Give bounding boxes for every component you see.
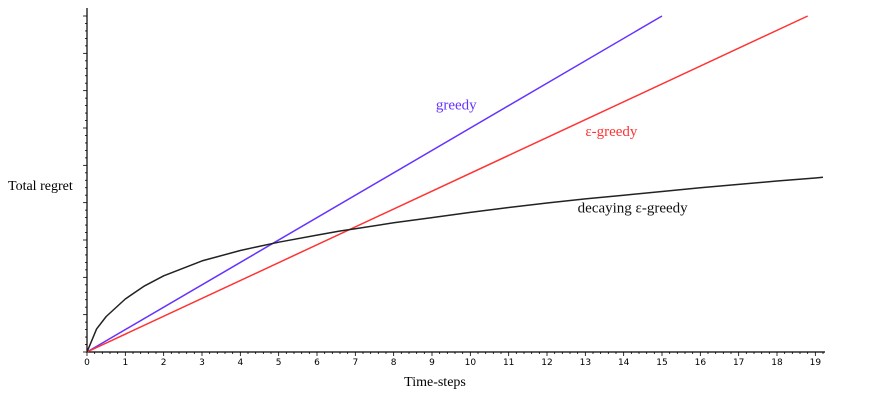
- x-tick-label: 13: [580, 358, 591, 368]
- x-tick-label: 9: [429, 358, 435, 368]
- x-tick-label: 2: [161, 358, 167, 368]
- x-tick-label: 4: [237, 358, 243, 368]
- x-tick-label: 10: [465, 358, 477, 368]
- labels-layer: greedy ε-greedy decaying ε-greedy: [436, 97, 688, 216]
- series-layer: [86, 15, 824, 353]
- y-axis-title: Total regret: [8, 179, 73, 194]
- x-tick-label: 6: [314, 358, 320, 368]
- series-line-greedy: [86, 15, 663, 353]
- series-annotation: ε-greedy: [585, 124, 638, 140]
- x-tick-label: 8: [391, 358, 397, 368]
- x-tick-label: 16: [695, 358, 707, 368]
- series-annotation: greedy: [436, 97, 477, 113]
- x-tick-label: 11: [503, 358, 514, 368]
- x-axis-title: Time-steps: [404, 375, 466, 390]
- x-tick-label: 14: [618, 358, 630, 368]
- x-tick-label: 1: [122, 358, 128, 368]
- series-line-decaying-epsilon-greedy: [86, 176, 824, 353]
- x-tick-label: 7: [352, 358, 358, 368]
- axes: 0 1 2 3 4 5 6 7 8 9 10 11 12 13 14 15 16 17 18 19: [83, 8, 825, 368]
- series-annotation: decaying ε-greedy: [578, 200, 688, 216]
- x-tick-label: 0: [84, 358, 90, 368]
- x-tick-label: 18: [771, 358, 783, 368]
- x-tick-label: 17: [733, 358, 744, 368]
- x-tick-label: 3: [199, 358, 205, 368]
- x-tick-label: 19: [810, 358, 822, 368]
- x-tick-label: 15: [656, 358, 667, 368]
- series-line-epsilon-greedy: [86, 15, 809, 353]
- x-tick-label: 5: [276, 358, 282, 368]
- x-tick-label: 12: [541, 358, 552, 368]
